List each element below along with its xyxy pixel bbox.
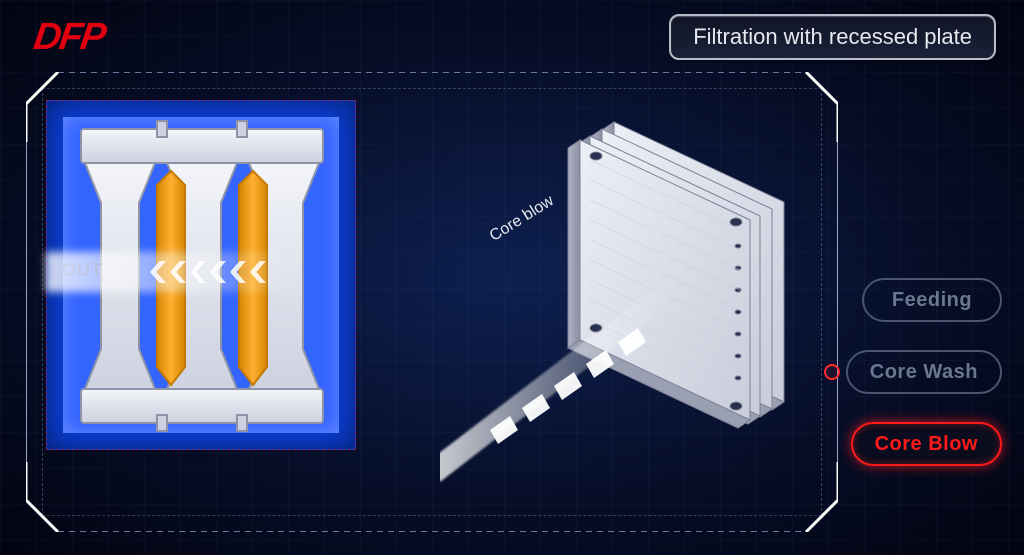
phase-core-wash-button[interactable]: Core Wash [846, 350, 1002, 394]
isometric-diagram [440, 100, 840, 520]
phase-button-group: Feeding Core Wash Core Blow [846, 278, 1002, 466]
page-title: Filtration with recessed plate [669, 14, 996, 60]
brand-logo: DFP [31, 16, 107, 59]
phase-label: Core Blow [875, 433, 978, 456]
phase-label: Core Wash [870, 361, 978, 384]
phase-core-blow-button[interactable]: Core Blow [851, 422, 1002, 466]
out-label: OUT [62, 260, 103, 281]
isometric-svg [440, 100, 840, 520]
phase-feeding-button[interactable]: Feeding [862, 278, 1002, 322]
phase-label: Feeding [892, 289, 972, 312]
